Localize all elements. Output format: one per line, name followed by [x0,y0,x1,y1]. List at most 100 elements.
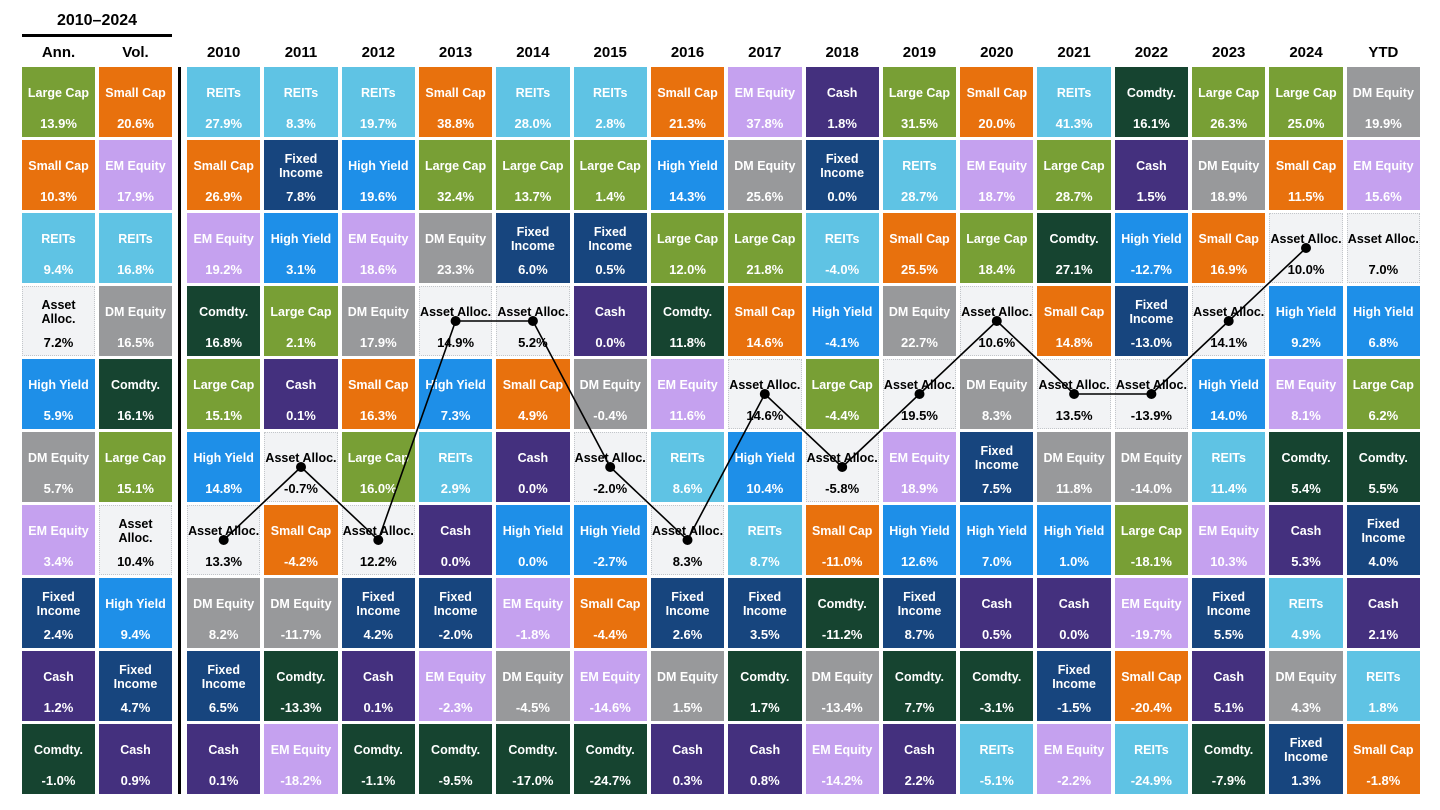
return-cell-2014-dm_equity: DM Equity -4.5% [496,651,570,721]
return-value: 16.5% [117,335,154,351]
asset-class-label: Asset Alloc. [1193,305,1265,320]
return-cell-2021-fixed_income: Fixed Income -1.5% [1037,651,1111,721]
return-cell-2018-fixed_income: Fixed Income 0.0% [805,140,879,210]
return-value: 18.7% [978,189,1016,205]
return-value: 4.7% [120,700,151,716]
return-value: -4.4% [825,408,860,424]
return-value: 14.8% [205,481,243,497]
return-cell-2010-em_equity: EM Equity 19.2% [187,213,261,283]
asset-class-label: REITs [1134,743,1169,758]
return-value: 5.5% [1368,481,1399,497]
column-header-2012: 2012 [361,44,395,61]
column-header-vol: Vol. [122,44,149,61]
return-cell-2010-comdty: Comdty. 16.8% [187,286,261,356]
return-cell-2021-asset_alloc: Asset Alloc. 13.5% [1037,359,1111,429]
return-cell-2016-high_yield: High Yield 14.3% [650,140,725,210]
return-cell-2015-dm_equity: DM Equity -0.4% [573,359,647,429]
return-cell-2022-reits: REITs -24.9% [1114,724,1189,794]
asset-class-label: Small Cap [657,86,718,101]
return-value: -11.7% [280,627,322,643]
return-cell-2011-large_cap: Large Cap 2.1% [264,286,338,356]
return-cell-ytd-cash: Cash 2.1% [1346,578,1420,648]
asset-class-label: High Yield [1275,305,1337,320]
asset-class-label: EM Equity [1353,159,1414,174]
return-value: -1.8% [1366,773,1401,789]
asset-class-label: REITs [515,86,551,101]
asset-class-label: Asset Alloc. [1270,232,1342,247]
return-value: 13.3% [205,554,243,570]
asset-class-label: Fixed Income [1284,736,1328,765]
column-header-2011: 2011 [284,44,318,61]
column-header-2016: 2016 [670,44,705,61]
return-cell-2013-dm_equity: DM Equity 23.3% [418,213,493,283]
return-cell-vol-large_cap: Large Cap 15.1% [99,432,172,502]
asset-class-label: Asset Alloc. [420,305,492,320]
asset-class-label: Large Cap [27,86,90,101]
return-cell-ann-high_yield: High Yield 5.9% [22,359,95,429]
return-cell-2018-reits: REITs -4.0% [805,213,879,283]
asset-class-label: High Yield [28,378,89,393]
return-value: 16.8% [205,335,243,351]
return-cell-2021-large_cap: Large Cap 28.7% [1037,140,1111,210]
return-value: 9.2% [1291,335,1321,351]
return-value: 21.8% [746,262,784,278]
asset-class-label: EM Equity [580,670,641,685]
return-value: 28.7% [901,189,938,205]
return-cell-2020-dm_equity: DM Equity 8.3% [960,359,1034,429]
return-value: 5.1% [1213,700,1244,716]
return-cell-ytd-dm_equity: DM Equity 19.9% [1346,67,1420,137]
column-header-2014: 2014 [516,44,550,61]
return-value: 10.3% [40,189,77,205]
return-value: 1.4% [595,189,626,205]
return-cell-2016-small_cap: Small Cap 21.3% [650,67,725,137]
return-value: 11.4% [1210,481,1247,497]
return-cell-2022-high_yield: High Yield -12.7% [1114,213,1189,283]
return-cell-2015-fixed_income: Fixed Income 0.5% [573,213,647,283]
return-value: 3.5% [750,627,780,643]
return-cell-2012-em_equity: EM Equity 18.6% [341,213,415,283]
return-value: 1.3% [1291,773,1321,789]
return-value: 16.1% [117,408,154,424]
return-cell-2015-comdty: Comdty. -24.7% [573,724,647,794]
return-cell-2023-cash: Cash 5.1% [1192,651,1266,721]
return-value: 0.9% [120,773,151,789]
return-value: 10.4% [746,481,784,497]
return-value: -1.1% [361,773,396,789]
return-value: -1.0% [41,773,76,789]
return-value: 5.7% [43,481,74,497]
return-cell-ann-large_cap: Large Cap 13.9% [22,67,95,137]
return-value: -4.5% [515,700,550,716]
return-cell-vol-reits: REITs 16.8% [99,213,172,283]
return-cell-vol-asset_alloc: Asset Alloc. 10.4% [99,505,172,575]
return-value: -11.2% [821,627,863,643]
return-value: -2.2% [1057,773,1092,789]
return-value: 7.3% [440,408,471,424]
return-cell-2022-cash: Cash 1.5% [1114,140,1189,210]
return-value: -13.4% [821,700,863,716]
return-cell-2012-large_cap: Large Cap 16.0% [341,432,415,502]
return-value: 0.1% [363,700,394,716]
asset-class-label: High Yield [193,451,254,466]
return-cell-2021-comdty: Comdty. 27.1% [1037,213,1111,283]
return-value: 8.3% [672,554,703,570]
asset-class-label: DM Equity [888,305,951,320]
return-value: 19.6% [359,189,397,205]
return-value: 1.5% [1136,189,1167,205]
return-cell-2011-dm_equity: DM Equity -11.7% [264,578,338,648]
asset-class-label: EM Equity [657,378,718,393]
asset-class-label: Cash [826,86,858,101]
return-cell-2024-em_equity: EM Equity 8.1% [1269,359,1343,429]
return-cell-2022-comdty: Comdty. 16.1% [1114,67,1189,137]
return-cell-2016-large_cap: Large Cap 12.0% [650,213,725,283]
return-value: 28.7% [1055,189,1093,205]
return-cell-2021-small_cap: Small Cap 14.8% [1037,286,1111,356]
return-value: 11.6% [669,408,706,424]
asset-class-label: Comdty. [740,670,790,685]
return-value: 2.2% [904,773,935,789]
return-value: -5.8% [825,481,860,497]
asset-class-label: REITs [670,451,705,466]
asset-class-label: High Yield [734,451,796,466]
asset-class-label: Fixed Income [1361,517,1406,546]
asset-class-label: High Yield [657,159,718,174]
asset-class-label: High Yield [1043,524,1105,539]
